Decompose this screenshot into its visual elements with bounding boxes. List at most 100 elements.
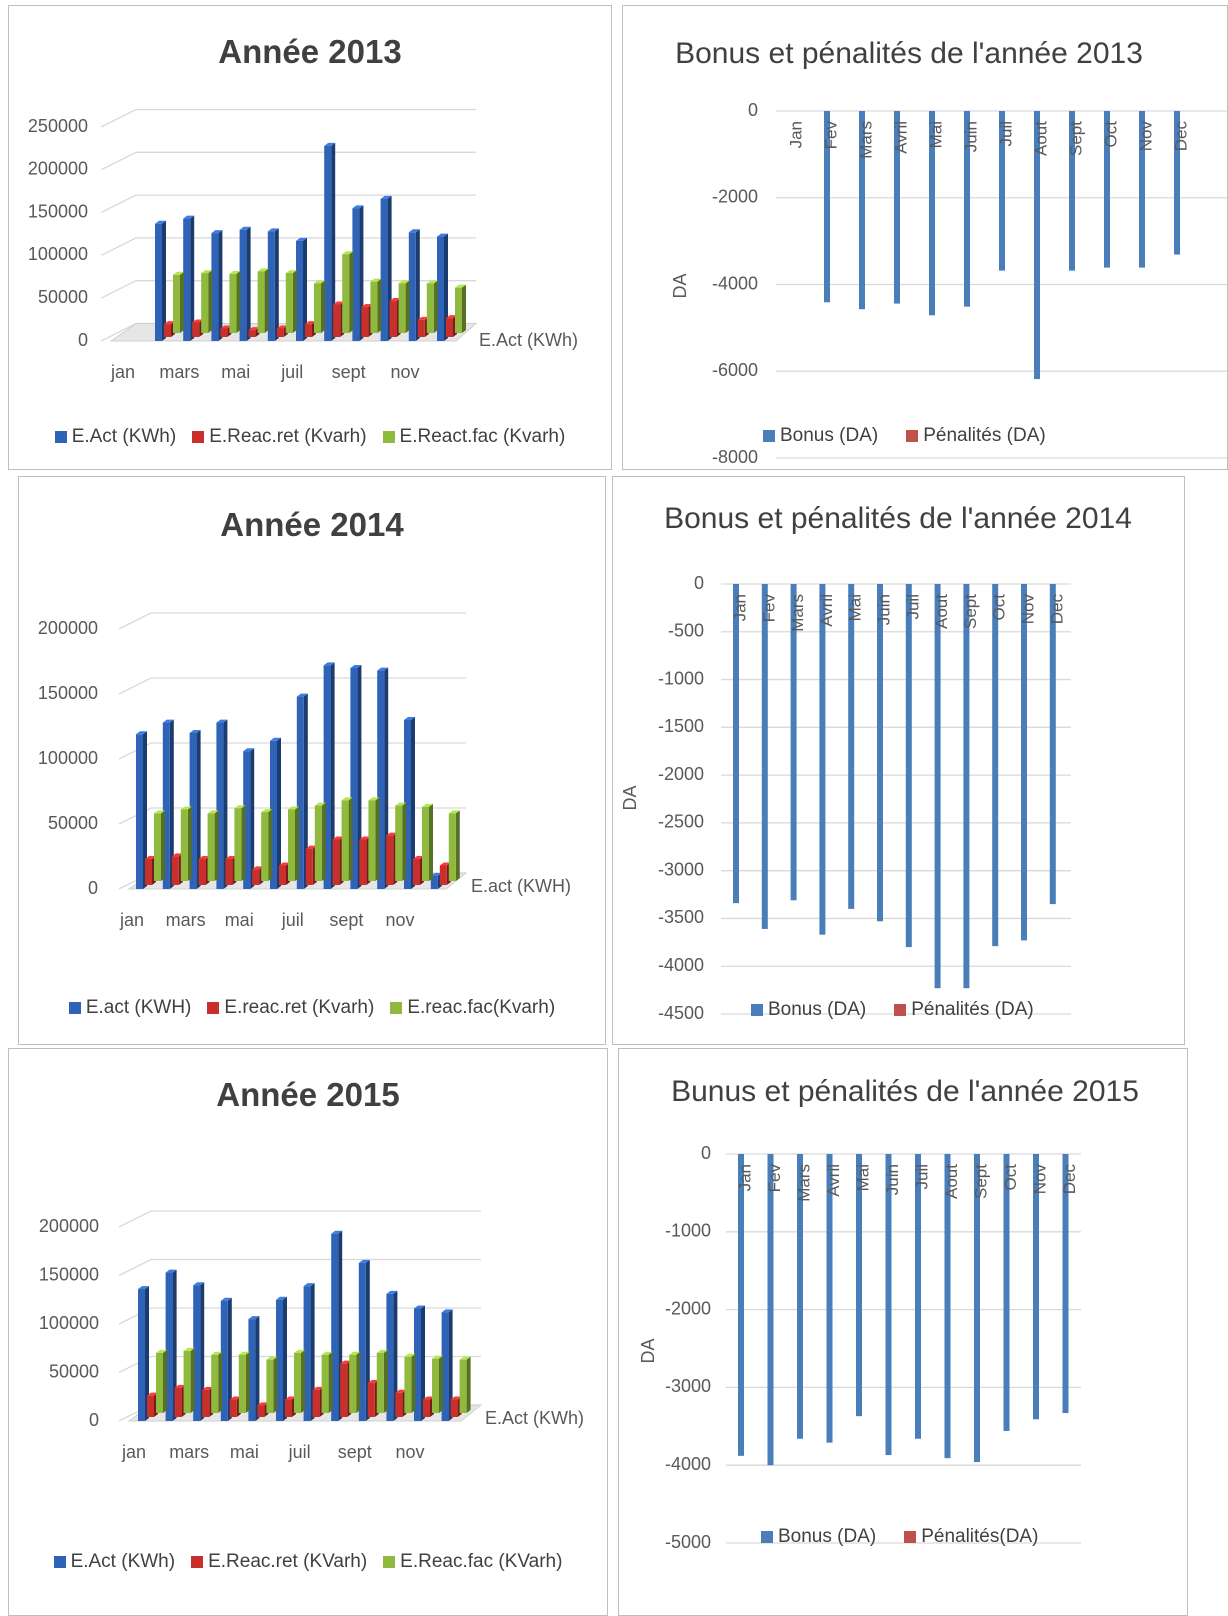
legend-swatch (53, 1556, 66, 1568)
y-tick-label: -4000 (665, 1454, 711, 1474)
bar (332, 839, 340, 885)
bar (1021, 584, 1027, 941)
bar (340, 1363, 348, 1417)
bar-side (330, 662, 335, 889)
chart-panel: Année 2015 0 50000 100000 150000 200000 jan mar… (8, 1048, 608, 1616)
legend-swatch (191, 1556, 204, 1568)
x-tick-label: jan (121, 1442, 146, 1462)
bar-top (376, 1349, 388, 1353)
bar-top (285, 1396, 296, 1400)
x-tick-label: Avril (891, 121, 910, 154)
bar (459, 1359, 467, 1413)
x-tick-label: mai (225, 910, 254, 930)
bar-top (296, 693, 308, 697)
legend-item: Bonus (DA) (751, 999, 866, 1021)
bar (430, 876, 438, 889)
bar (1034, 111, 1040, 380)
bar (885, 1154, 892, 1456)
y-tick-label: -2000 (658, 764, 704, 784)
bar (826, 1154, 833, 1443)
bar-top (155, 220, 166, 224)
bar-side (321, 280, 325, 333)
bar (404, 1356, 412, 1413)
bar-top (361, 304, 373, 308)
y-tick-label: 0 (701, 1143, 711, 1163)
bar (929, 111, 935, 316)
chart-title: Bunus et pénalités de l'année 2015 (671, 1075, 1139, 1108)
bar (145, 859, 152, 885)
bar-side (356, 1351, 361, 1413)
bar (894, 111, 900, 304)
bar (398, 283, 406, 333)
bar (155, 223, 162, 341)
bar (198, 859, 206, 885)
bar-top (377, 667, 389, 671)
x-tick-label: Juin (874, 594, 893, 625)
y-tick-label: 150000 (38, 683, 98, 703)
x-tick-label: sept (332, 362, 366, 382)
bar-top (189, 730, 201, 733)
chart-title: Année 2015 (216, 1076, 400, 1113)
bar (201, 273, 209, 333)
bar (229, 273, 237, 333)
x-tick-label: Jan (735, 1164, 754, 1191)
legend-label: Pénalités (DA) (911, 999, 1034, 1020)
depth-axis-label: E.Act (KWh) (485, 1408, 584, 1428)
x-tick-label: Avril (824, 1164, 843, 1197)
legend-swatch (383, 1556, 396, 1568)
bar (974, 1154, 980, 1463)
x-tick-label: Nov (1018, 594, 1037, 625)
y-tick-label: -2500 (658, 812, 704, 832)
legend-swatch (894, 1004, 907, 1016)
bar (147, 1395, 154, 1417)
bar-top (252, 866, 264, 870)
x-tick-label: nov (390, 362, 419, 382)
bar (1069, 111, 1075, 271)
y-tick-label: -8000 (712, 447, 758, 467)
x-tick-label: mars (169, 1442, 209, 1462)
bar-top (321, 1351, 333, 1355)
bar-side (455, 810, 460, 881)
bar-top (216, 719, 228, 723)
legend-swatch (904, 1531, 917, 1543)
grid-line (118, 677, 466, 695)
bar-top (136, 731, 147, 735)
plot: 0 50000 100000 150000 200000 jan mars mai juil se… (39, 1210, 584, 1462)
bar (352, 208, 360, 341)
legend-item: E.Act (KWh) (54, 426, 176, 448)
chart-panel: Bonus et pénalités de l'année 2014 0 -500 -… (612, 476, 1185, 1045)
legend-swatch (382, 431, 395, 443)
legend-item: E.Reac.ret (Kvarh) (192, 426, 367, 448)
bar (216, 722, 224, 889)
legend-label: Bonus (DA) (778, 1526, 877, 1547)
y-tick-label: -4000 (712, 273, 758, 293)
x-tick-label: Fev (821, 121, 840, 150)
bar-side (384, 667, 389, 889)
legend-item: Pénalités (DA) (894, 999, 1034, 1021)
chart-panel: Année 2013 0 50000 100000 150000 200000 250000… (8, 5, 612, 470)
bar (992, 584, 999, 947)
legend-label: E.Reac.ret (KVarh) (208, 1551, 368, 1572)
y-tick-label: -5000 (665, 1532, 711, 1552)
legend-label: E.reac.ret (Kvarh) (224, 997, 375, 1018)
bar-side (255, 1316, 260, 1421)
bar-top (165, 1269, 177, 1273)
bar (183, 1350, 191, 1413)
bar (154, 813, 161, 881)
bar-top (183, 1347, 195, 1351)
bar-top (154, 810, 165, 814)
bar (395, 1392, 403, 1417)
bar-top (341, 797, 353, 801)
x-tick-label: Oct (1101, 121, 1120, 148)
bar-side (348, 797, 353, 881)
bar-side (277, 737, 281, 889)
bar (455, 287, 462, 333)
legend-item: Pénalités (DA) (906, 425, 1046, 447)
bar-top (413, 856, 424, 859)
bar (439, 865, 447, 885)
legend-label: E.reac.fac(Kvarh) (407, 997, 556, 1018)
grid-line (100, 194, 476, 214)
y-tick-label: -4000 (658, 955, 704, 975)
bar-side (268, 809, 273, 881)
y-tick-label: 0 (694, 573, 704, 593)
